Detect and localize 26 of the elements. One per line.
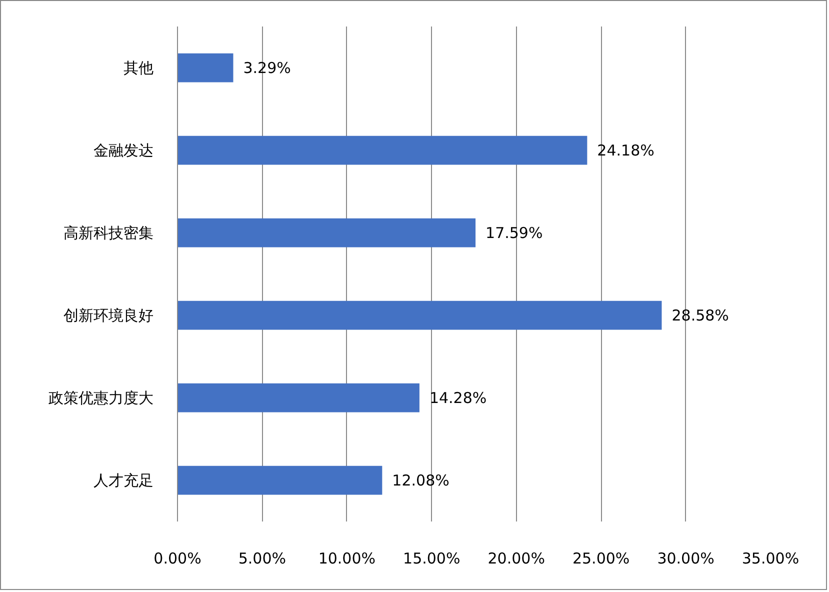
bar [178,466,382,495]
bar [178,218,476,248]
x-tick-label: 30.00% [657,550,714,568]
y-tick-label: 高新科技密集 [64,224,154,242]
x-tick-label: 35.00% [742,550,800,568]
bar [178,136,588,165]
y-tick-label: 人才充足 [94,471,154,490]
y-tick-label: 创新环境良好 [64,306,154,324]
x-tick-label: 5.00% [238,550,286,568]
bar [178,300,662,330]
data-label: 17.59% [486,224,543,242]
y-tick-label: 金融发达 [94,141,154,160]
data-label: 28.58% [672,306,729,324]
x-tick-label: 25.00% [572,550,630,568]
bar [178,383,420,412]
x-tick-label: 15.00% [403,550,460,568]
bar [178,53,234,82]
x-tick-label: 10.00% [318,550,376,568]
y-tick-label: 其他 [124,58,154,77]
data-label: 14.28% [429,388,487,407]
data-label: 24.18% [597,141,654,160]
data-label: 12.08% [392,471,450,490]
x-tick-label: 0.00% [154,550,202,568]
data-label: 3.29% [243,58,291,77]
y-tick-label: 政策优惠力度大 [48,388,154,407]
x-tick-label: 20.00% [488,550,545,568]
